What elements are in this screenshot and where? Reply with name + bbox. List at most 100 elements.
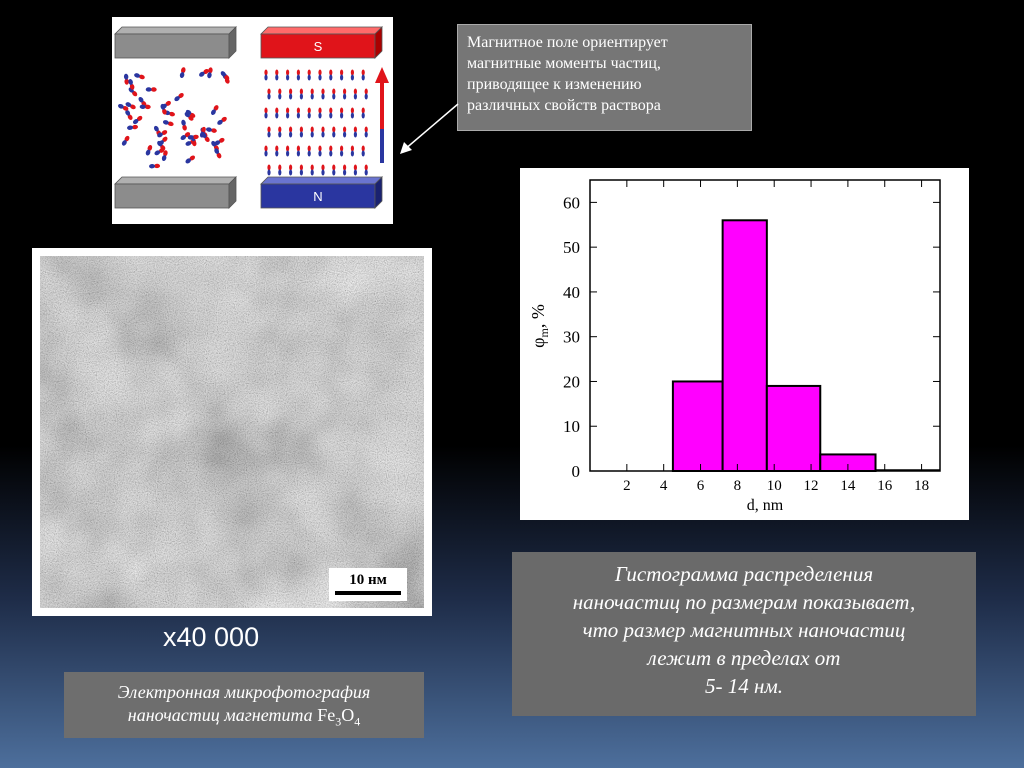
x-tick-label: 18 xyxy=(914,478,929,494)
callout-box: Магнитное поле ориентирует магнитные мом… xyxy=(457,24,752,131)
x-tick-label: 2 xyxy=(623,478,631,494)
particle xyxy=(275,69,279,81)
caption-right-line: наночастиц по размерам показывает, xyxy=(572,590,916,614)
caption-right-line: лежит в пределах от xyxy=(647,646,841,670)
particle xyxy=(123,73,129,85)
particle xyxy=(118,103,129,111)
particle xyxy=(340,107,344,119)
histogram-bar-0 xyxy=(671,380,724,472)
south-label: S xyxy=(314,39,323,54)
particle xyxy=(289,88,293,100)
particle xyxy=(134,73,145,80)
particle xyxy=(299,164,303,176)
particle xyxy=(154,148,165,156)
particle xyxy=(158,136,168,146)
formula-sub2: 4 xyxy=(354,714,361,729)
y-tick-label: 10 xyxy=(563,417,580,436)
histogram-svg: 2 4 6 8 10 12 14 16 18 0 10 20 30 40 50 60 d, nm φm, % xyxy=(528,179,941,514)
formula-fe: Fe xyxy=(317,705,336,725)
field-arrow xyxy=(375,67,389,163)
particle xyxy=(181,119,187,131)
particle xyxy=(199,69,209,77)
particle xyxy=(296,69,300,81)
particle xyxy=(307,107,311,119)
particle xyxy=(350,145,354,157)
particle xyxy=(264,69,268,81)
formula-o: O xyxy=(341,705,355,725)
caption-right-line: 5- 14 нм. xyxy=(704,674,784,698)
x-tick-label: 4 xyxy=(660,478,668,494)
particle xyxy=(275,107,279,119)
particle xyxy=(179,67,186,79)
south-magnet: S xyxy=(260,26,383,59)
particle xyxy=(364,88,368,100)
histogram-bar-1 xyxy=(721,219,768,472)
aligned-particles xyxy=(264,69,368,176)
callout-line: Магнитное поле ориентирует xyxy=(467,34,668,51)
y-axis-label-sub: m xyxy=(537,327,551,337)
callout-arrow xyxy=(400,103,459,154)
left-bottom-plate xyxy=(114,176,237,209)
particle xyxy=(289,164,293,176)
x-tick-label: 16 xyxy=(877,478,893,494)
caption-left-line1: Электронная микрофотография xyxy=(117,682,371,702)
y-tick-label: 60 xyxy=(563,193,580,212)
particle xyxy=(299,126,303,138)
north-magnet: N xyxy=(260,176,383,209)
particle xyxy=(364,164,368,176)
scale-label: 10 нм xyxy=(349,572,387,588)
y-axis-ticks: 0 10 20 30 40 50 60 xyxy=(563,193,940,481)
particle xyxy=(275,145,279,157)
caption-left-line2-text: наночастиц магнетита xyxy=(127,705,318,725)
particle xyxy=(343,126,347,138)
particle xyxy=(278,88,282,100)
particle xyxy=(329,145,333,157)
particle xyxy=(149,163,161,169)
particle xyxy=(289,126,293,138)
particle xyxy=(286,69,290,81)
y-axis-label: φm, % xyxy=(528,304,551,348)
left-top-plate xyxy=(114,26,237,59)
particle xyxy=(353,164,357,176)
particle xyxy=(299,88,303,100)
particle xyxy=(132,115,143,125)
particle xyxy=(207,67,213,79)
random-particles xyxy=(118,67,230,169)
y-tick-label: 40 xyxy=(563,283,580,302)
x-tick-label: 10 xyxy=(767,478,782,494)
particle xyxy=(310,126,314,138)
particle xyxy=(343,164,347,176)
caption-left-line2: наночастиц магнетита Fe3O4 xyxy=(64,704,424,734)
particle xyxy=(321,164,325,176)
particle xyxy=(296,145,300,157)
particle xyxy=(353,126,357,138)
particle xyxy=(321,126,325,138)
particle xyxy=(318,107,322,119)
particle xyxy=(180,132,191,141)
particle xyxy=(332,164,336,176)
particle xyxy=(160,103,167,115)
electron-micrograph: 10 нм xyxy=(32,248,432,616)
particle xyxy=(318,69,322,81)
particle xyxy=(353,88,357,100)
particle xyxy=(220,71,230,81)
callout-line: магнитные моменты частиц, xyxy=(467,55,661,72)
north-label: N xyxy=(313,189,322,204)
caption-right-line: Гистограмма распределения xyxy=(614,562,874,586)
particle xyxy=(187,134,199,140)
particle xyxy=(145,87,157,92)
x-axis-label: d, nm xyxy=(747,497,784,514)
histogram-bar-2 xyxy=(765,384,822,472)
particle xyxy=(340,69,344,81)
particle xyxy=(350,107,354,119)
plot-frame xyxy=(589,179,941,472)
particle xyxy=(286,145,290,157)
particle xyxy=(278,164,282,176)
particle xyxy=(340,145,344,157)
particle xyxy=(329,107,333,119)
particle xyxy=(310,88,314,100)
particle xyxy=(125,110,133,121)
size-histogram: 2 4 6 8 10 12 14 16 18 0 10 20 30 40 50 60 d, nm φm, % xyxy=(520,168,969,520)
particle xyxy=(210,105,219,115)
x-tick-label: 14 xyxy=(840,478,856,494)
